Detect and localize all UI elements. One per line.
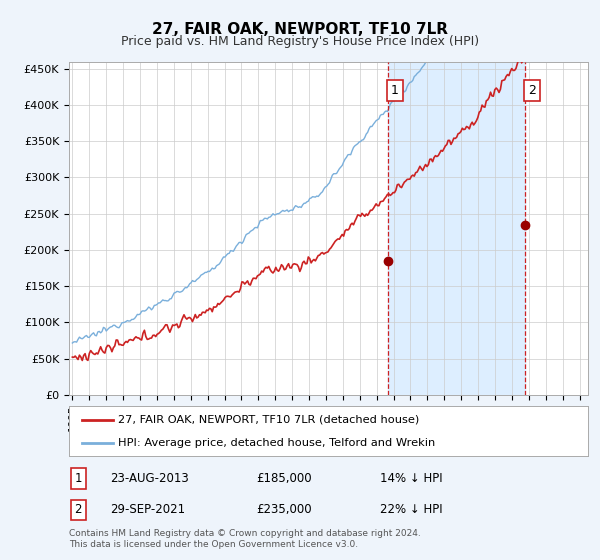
Text: 27, FAIR OAK, NEWPORT, TF10 7LR (detached house): 27, FAIR OAK, NEWPORT, TF10 7LR (detache…: [118, 414, 419, 424]
Text: 23-AUG-2013: 23-AUG-2013: [110, 472, 189, 485]
Text: Contains HM Land Registry data © Crown copyright and database right 2024.
This d: Contains HM Land Registry data © Crown c…: [69, 529, 421, 549]
Text: £235,000: £235,000: [256, 503, 311, 516]
Text: 2: 2: [74, 503, 82, 516]
Text: HPI: Average price, detached house, Telford and Wrekin: HPI: Average price, detached house, Telf…: [118, 438, 436, 448]
Text: 27, FAIR OAK, NEWPORT, TF10 7LR: 27, FAIR OAK, NEWPORT, TF10 7LR: [152, 22, 448, 38]
Text: 2: 2: [528, 84, 536, 97]
Bar: [388, 62, 524, 395]
Text: £185,000: £185,000: [256, 472, 311, 485]
Text: Price paid vs. HM Land Registry's House Price Index (HPI): Price paid vs. HM Land Registry's House …: [121, 35, 479, 48]
Text: 14% ↓ HPI: 14% ↓ HPI: [380, 472, 443, 485]
Text: 29-SEP-2021: 29-SEP-2021: [110, 503, 185, 516]
Text: 1: 1: [391, 84, 399, 97]
Text: 1: 1: [74, 472, 82, 485]
Text: 22% ↓ HPI: 22% ↓ HPI: [380, 503, 443, 516]
